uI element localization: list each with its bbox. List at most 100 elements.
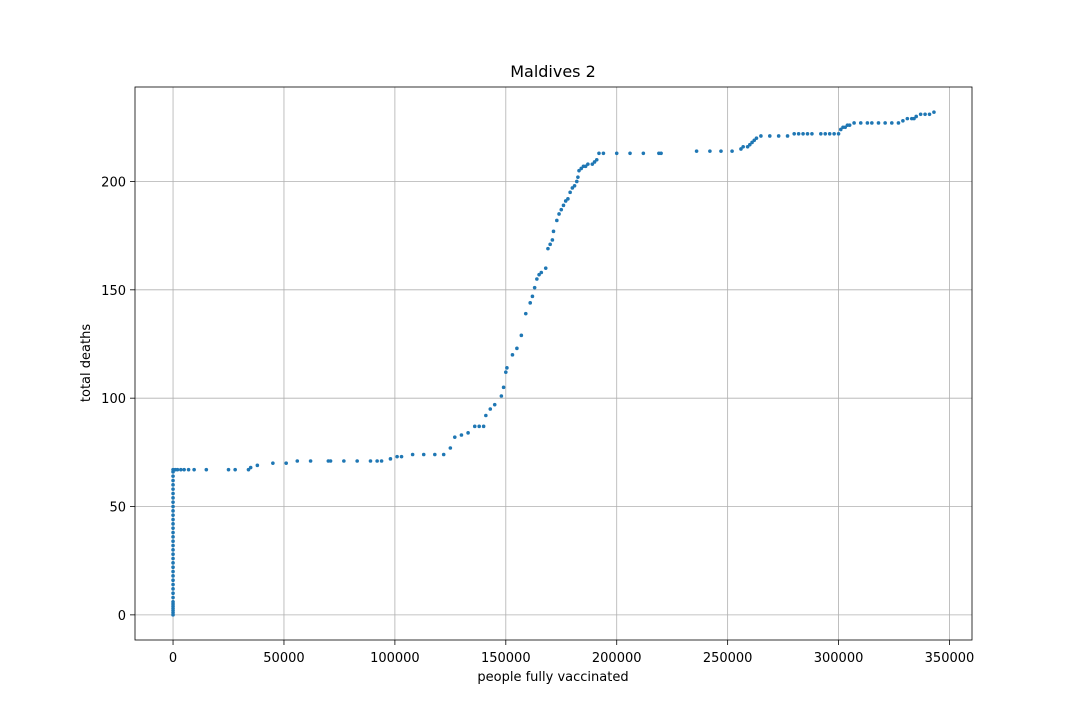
point	[730, 149, 734, 153]
point	[421, 452, 426, 457]
point	[561, 203, 566, 208]
point	[171, 587, 175, 591]
point	[459, 433, 464, 437]
point	[918, 112, 923, 117]
point	[792, 132, 796, 136]
point	[559, 207, 564, 212]
point	[858, 121, 863, 125]
y-tick-label: 0	[118, 609, 126, 624]
point	[870, 121, 874, 125]
point	[519, 333, 524, 338]
point	[379, 459, 384, 463]
point	[530, 294, 535, 299]
point	[890, 121, 894, 125]
point	[355, 459, 359, 463]
point	[248, 465, 253, 470]
point	[577, 168, 581, 173]
point	[171, 530, 175, 535]
point	[171, 496, 175, 500]
x-tick-label: 50000	[263, 651, 304, 666]
point	[838, 127, 843, 132]
point	[308, 459, 313, 463]
point	[226, 467, 231, 472]
point	[566, 197, 570, 201]
point	[776, 134, 781, 138]
point	[572, 184, 577, 188]
y-tick-label: 200	[101, 175, 126, 190]
point	[179, 467, 183, 472]
point	[590, 162, 595, 166]
point	[368, 459, 373, 463]
point	[548, 242, 552, 247]
point	[843, 125, 848, 130]
point	[539, 270, 544, 275]
point	[557, 212, 561, 216]
point	[171, 491, 175, 496]
point	[171, 474, 175, 478]
x-tick-label: 300000	[814, 651, 864, 666]
point	[399, 454, 404, 459]
point	[896, 121, 901, 125]
point	[719, 149, 723, 153]
point	[466, 431, 470, 435]
plot-area	[135, 87, 972, 640]
point	[694, 149, 699, 153]
x-tick-label: 350000	[925, 651, 975, 666]
point	[597, 151, 601, 156]
point	[659, 151, 663, 156]
point	[523, 311, 528, 316]
point	[388, 457, 393, 461]
x-axis-label: people fully vaccinated	[477, 670, 628, 685]
point	[515, 346, 519, 351]
x-tick-label: 0	[169, 651, 177, 666]
point	[796, 132, 801, 136]
point	[375, 459, 379, 463]
point	[492, 402, 497, 407]
point	[171, 548, 175, 552]
point	[847, 123, 852, 127]
point	[171, 539, 175, 543]
point	[246, 467, 251, 472]
point	[876, 121, 881, 125]
point	[477, 424, 481, 429]
point	[932, 110, 936, 114]
point	[543, 266, 548, 270]
point	[750, 140, 754, 145]
point	[182, 467, 186, 472]
point	[171, 569, 175, 574]
point	[592, 160, 597, 164]
point	[537, 272, 541, 277]
point	[171, 500, 175, 504]
point	[905, 116, 910, 121]
point	[583, 164, 588, 169]
point	[204, 467, 209, 472]
point	[785, 134, 790, 138]
point	[410, 452, 415, 457]
point	[171, 565, 175, 569]
point	[601, 151, 606, 156]
point	[752, 138, 757, 143]
point	[171, 487, 175, 491]
point	[171, 522, 175, 526]
chart-title: Maldives 2	[510, 62, 596, 81]
point	[852, 121, 856, 125]
point	[171, 517, 175, 522]
point	[510, 353, 515, 357]
point	[171, 561, 175, 565]
point	[535, 277, 539, 281]
point	[171, 509, 175, 513]
y-tick-label: 100	[101, 392, 126, 407]
point	[579, 166, 584, 171]
point	[767, 134, 772, 138]
x-tick-label: 250000	[703, 651, 753, 666]
point	[865, 121, 870, 125]
point	[171, 595, 175, 600]
point	[171, 478, 175, 483]
point	[175, 467, 180, 472]
point	[901, 119, 905, 123]
point	[504, 370, 508, 374]
point	[628, 151, 632, 156]
point	[171, 582, 175, 587]
